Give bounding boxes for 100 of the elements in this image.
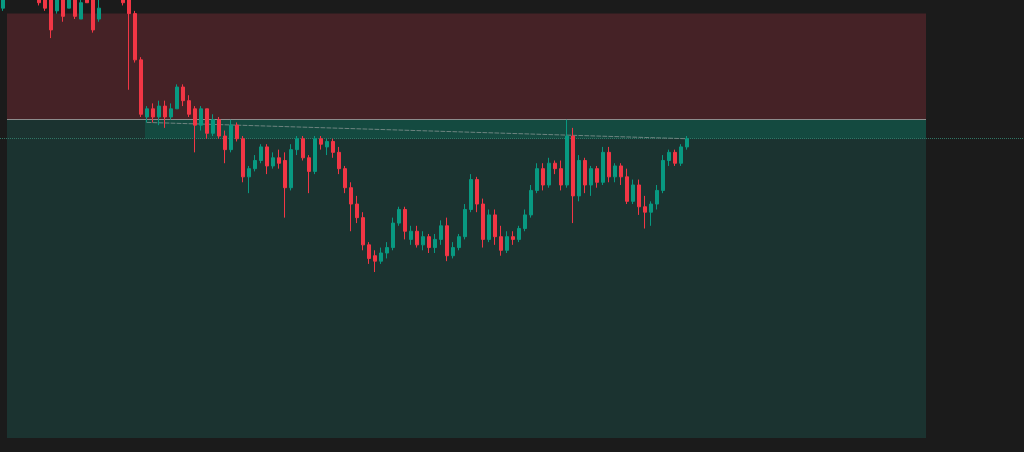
candlestick (223, 130, 227, 164)
candlestick (409, 225, 413, 246)
candlestick (289, 143, 293, 191)
candlestick (301, 135, 305, 162)
candlestick (229, 119, 233, 153)
candlestick (295, 135, 299, 156)
candlestick (613, 162, 617, 183)
candlestick (277, 149, 281, 170)
candlestick (433, 233, 437, 254)
candlestick (601, 146, 605, 186)
candlestick (355, 195, 359, 224)
candlestick (283, 151, 287, 219)
candlestick (199, 105, 203, 132)
candlestick (307, 154, 311, 194)
candlestick (193, 105, 197, 153)
candlestick (463, 203, 467, 240)
candlestick (535, 162, 539, 194)
candlestick (145, 105, 149, 123)
candlestick (619, 162, 623, 186)
candlestick (553, 160, 557, 175)
candlestick (559, 160, 563, 191)
candlestick (37, 0, 41, 6)
candlestick (331, 138, 335, 159)
candlestick (469, 173, 473, 213)
candlestick (127, 0, 131, 91)
candlestick (271, 151, 275, 170)
candlestick (481, 198, 485, 249)
candlestick (643, 195, 647, 230)
candlestick (49, 0, 53, 39)
candlestick (91, 0, 95, 34)
candlestick (685, 135, 689, 151)
candlestick (421, 230, 425, 251)
candlestick (439, 219, 443, 246)
candlestick (241, 135, 245, 183)
candlestick (253, 154, 257, 172)
candlestick (547, 157, 551, 189)
candlestick (79, 0, 83, 20)
candlestick (175, 83, 179, 110)
candlestick (157, 100, 161, 126)
candlestick (487, 208, 491, 243)
candlestick (529, 184, 533, 219)
candlestick (43, 0, 47, 12)
candlestick (247, 165, 251, 194)
candlestick (385, 241, 389, 259)
candlestick (343, 165, 347, 194)
candlestick (373, 249, 377, 273)
candlestick (661, 154, 665, 194)
candlestick (511, 230, 515, 246)
candlestick (139, 56, 143, 118)
candlestick (61, 0, 65, 23)
candlestick (403, 206, 407, 240)
candlestick (1, 0, 5, 12)
candlestick (235, 121, 239, 142)
candlestick (391, 217, 395, 251)
candlestick (133, 10, 137, 64)
candlestick (583, 157, 587, 194)
candlestick (565, 119, 569, 189)
candlestick (349, 181, 353, 232)
candlestick (67, 0, 71, 9)
candlestick (259, 143, 263, 164)
candlestick (163, 100, 167, 129)
candlestick (607, 146, 611, 183)
candlestick (337, 146, 341, 175)
candlestick (571, 127, 575, 224)
candlestick (265, 143, 269, 175)
candlestick (679, 143, 683, 167)
candlestick (577, 154, 581, 202)
candlestick (673, 149, 677, 167)
candlestick (97, 0, 101, 23)
candlestick (631, 179, 635, 205)
candlestick (499, 225, 503, 257)
candlestick (367, 241, 371, 265)
candlestick (217, 116, 221, 140)
candlestick (649, 200, 653, 227)
candlestick (505, 230, 509, 254)
candlestick (517, 225, 521, 243)
candlestick (589, 165, 593, 197)
candlestick (85, 0, 89, 4)
candlestick (55, 0, 59, 15)
candlestick (187, 94, 191, 118)
candlestick (313, 135, 317, 175)
candlestick (493, 208, 497, 246)
candlestick (379, 247, 383, 265)
candlestick (625, 168, 629, 205)
candlestick (475, 176, 479, 213)
candlestick (169, 102, 173, 121)
candlestick (319, 135, 323, 151)
candlestick (655, 184, 659, 210)
candlestick (541, 162, 545, 191)
candlestick (667, 149, 671, 167)
candlestick (523, 208, 527, 232)
candlestick (637, 179, 641, 216)
candlestick (415, 225, 419, 249)
candlestick (427, 233, 431, 254)
candlestick (457, 233, 461, 251)
candlestick (181, 83, 185, 107)
candlestick (211, 113, 215, 137)
candlestick (121, 0, 125, 6)
candlestick (205, 108, 209, 140)
candlestick (151, 102, 155, 123)
